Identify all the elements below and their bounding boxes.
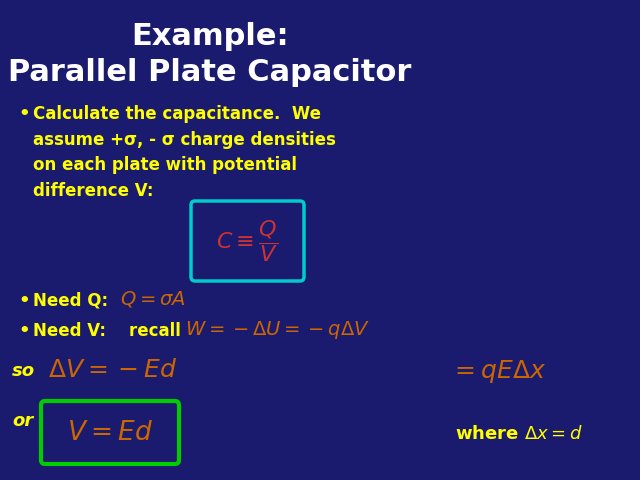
Text: Example:: Example: xyxy=(131,22,289,51)
FancyBboxPatch shape xyxy=(191,201,304,281)
Text: so: so xyxy=(12,362,35,380)
Text: $Q = \sigma A$: $Q = \sigma A$ xyxy=(120,289,186,309)
Text: or: or xyxy=(12,412,33,430)
Text: $= qE\Delta x$: $= qE\Delta x$ xyxy=(450,358,547,385)
Text: Need V:    recall: Need V: recall xyxy=(33,322,181,340)
Text: $V = Ed$: $V = Ed$ xyxy=(67,420,153,445)
Text: •: • xyxy=(18,322,29,340)
Text: •: • xyxy=(18,292,29,310)
Text: Parallel Plate Capacitor: Parallel Plate Capacitor xyxy=(8,58,412,87)
Text: Need Q:: Need Q: xyxy=(33,292,108,310)
FancyBboxPatch shape xyxy=(41,401,179,464)
Text: where $\Delta x = d$: where $\Delta x = d$ xyxy=(455,425,582,443)
Text: $C \equiv \dfrac{Q}{V}$: $C \equiv \dfrac{Q}{V}$ xyxy=(216,218,278,264)
Text: $\Delta V = -Ed$: $\Delta V = -Ed$ xyxy=(48,358,177,382)
Text: •: • xyxy=(18,105,29,123)
Text: $W = -\Delta U = -q\Delta V$: $W = -\Delta U = -q\Delta V$ xyxy=(185,319,370,341)
Text: Calculate the capacitance.  We
assume +σ, - σ charge densities
on each plate wit: Calculate the capacitance. We assume +σ,… xyxy=(33,105,336,200)
